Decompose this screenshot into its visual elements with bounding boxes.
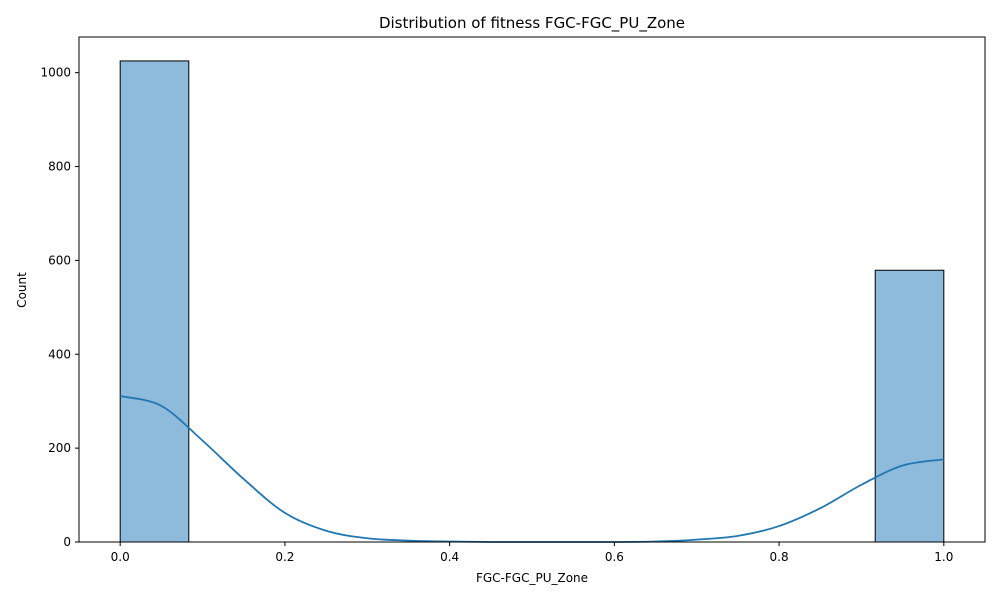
x-tick-label: 0.6 (605, 550, 624, 564)
histogram-bar-1 (874, 269, 945, 543)
plot-area-frame (78, 36, 986, 543)
y-axis-ticks: 0 200 400 600 800 1000 (40, 66, 79, 549)
x-axis-label: FGC-FGC_PU_Zone (476, 571, 588, 585)
x-axis-ticks: 0.0 0.2 0.4 0.6 0.8 1.0 (111, 542, 953, 564)
chart-title: Distribution of fitness FGC-FGC_PU_Zone (379, 14, 685, 33)
y-tick-label: 800 (48, 160, 71, 174)
x-tick-label: 0.2 (275, 550, 294, 564)
x-tick-label: 0.0 (111, 550, 130, 564)
y-tick-label: 400 (48, 347, 71, 361)
y-axis-label: Count (15, 272, 29, 308)
histogram-bar-0 (119, 60, 190, 543)
y-tick-label: 600 (48, 253, 71, 267)
kde-curve (119, 395, 944, 543)
x-tick-label: 0.8 (770, 550, 789, 564)
x-tick-label: 0.4 (440, 550, 459, 564)
y-tick-label: 0 (63, 535, 71, 549)
x-tick-label: 1.0 (934, 550, 953, 564)
bars-group (119, 60, 945, 543)
y-tick-label: 1000 (40, 66, 71, 80)
y-tick-label: 200 (48, 441, 71, 455)
